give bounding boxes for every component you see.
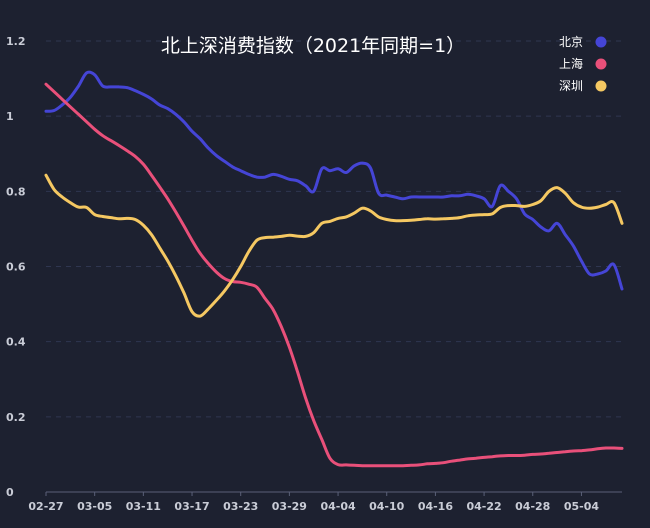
legend-label: 上海 — [559, 56, 583, 71]
series-line-1 — [44, 82, 624, 468]
legend-item[interactable]: 上海 — [559, 56, 607, 71]
legend-marker — [595, 80, 607, 92]
y-tick-label: 1 — [6, 110, 14, 123]
legend-marker — [595, 58, 607, 70]
series-lines — [44, 70, 624, 468]
y-tick-label: 0.6 — [6, 261, 26, 274]
chart-title: 北上深消费指数（2021年同期=1） — [161, 35, 465, 57]
x-tick-label: 02-27 — [28, 500, 63, 513]
legend-marker — [595, 36, 607, 48]
x-tick-label: 03-17 — [174, 500, 209, 513]
x-tick-label: 04-10 — [369, 500, 405, 513]
x-tick-label: 04-04 — [320, 500, 356, 513]
y-tick-label: 0.8 — [6, 185, 26, 198]
series-line-0 — [44, 70, 624, 291]
y-tick-label: 1.2 — [6, 35, 26, 48]
x-tick-label: 04-22 — [466, 500, 501, 513]
y-axis-ticks: 0 0.2 0.4 0.6 0.8 1 1.2 — [6, 35, 26, 499]
legend-label: 北京 — [559, 35, 583, 49]
y-tick-label: 0.2 — [6, 411, 26, 424]
x-tick-label: 03-29 — [272, 500, 307, 513]
x-tick-label: 03-05 — [77, 500, 112, 513]
legend-item[interactable]: 深圳 — [559, 79, 607, 93]
grid-lines — [46, 40, 622, 418]
x-tick-label: 03-23 — [223, 500, 258, 513]
x-tick-label: 05-04 — [564, 500, 600, 513]
legend-label: 深圳 — [559, 79, 583, 93]
x-tick-label: 03-11 — [126, 500, 161, 513]
x-axis-ticks: 02-27 03-05 03-11 03-17 03-23 03-29 04-04 04-10… — [28, 492, 599, 513]
y-tick-label: 0.4 — [6, 336, 26, 349]
x-tick-label: 04-28 — [515, 500, 550, 513]
series-line-2 — [44, 173, 624, 318]
x-tick-label: 04-16 — [418, 500, 454, 513]
legend-item[interactable]: 北京 — [559, 35, 607, 49]
y-tick-label: 0 — [6, 486, 14, 499]
